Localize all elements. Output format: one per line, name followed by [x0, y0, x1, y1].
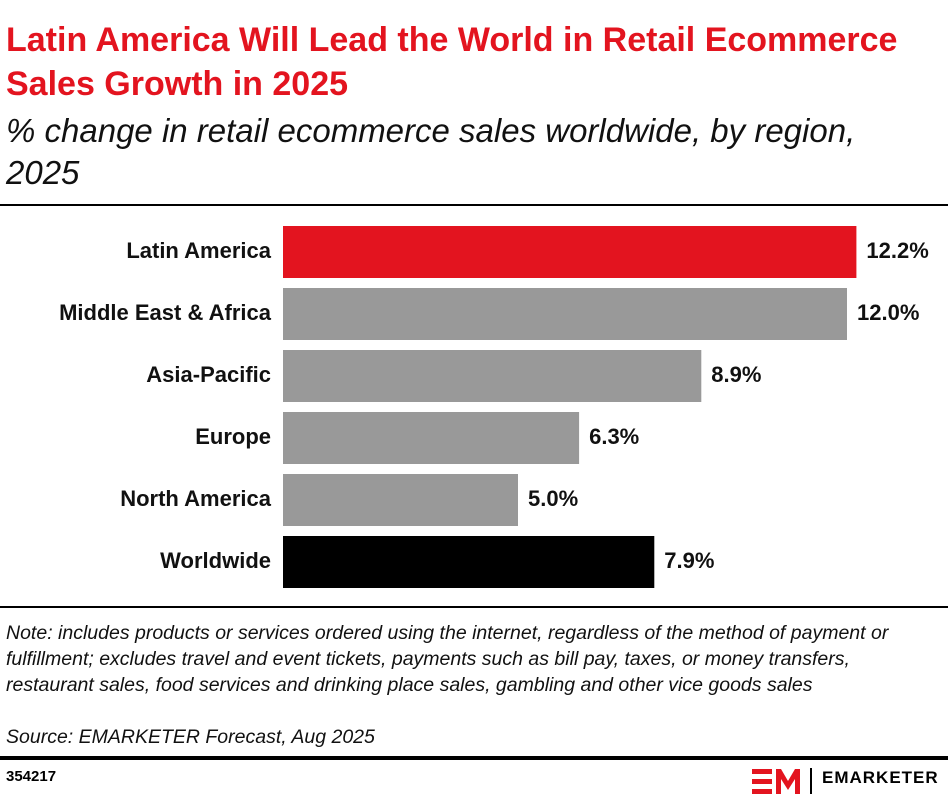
value-label: 6.3% [589, 424, 639, 449]
note: Note: includes products or services orde… [6, 622, 889, 696]
value-label: 8.9% [711, 362, 761, 387]
chart-id: 354217 [6, 768, 57, 785]
category-label: Middle East & Africa [59, 300, 272, 325]
logo-icon [752, 769, 800, 794]
bar [283, 474, 518, 526]
bar [283, 288, 847, 340]
value-label: 12.2% [866, 238, 928, 263]
chart-title: Latin America Will Lead the World in Ret… [6, 21, 898, 103]
brand: EMARKETER [822, 768, 939, 787]
divider [0, 606, 948, 608]
category-label: North America [120, 486, 272, 511]
value-label: 7.9% [664, 548, 714, 573]
bar [283, 412, 580, 464]
value-label: 5.0% [528, 486, 578, 511]
divider [0, 756, 948, 760]
logo-divider [810, 768, 812, 794]
chart-subtitle: % change in retail ecommerce sales world… [6, 112, 856, 191]
value-label: 12.0% [857, 300, 919, 325]
source: Source: EMARKETER Forecast, Aug 2025 [6, 726, 375, 748]
bar [283, 350, 702, 402]
category-label: Latin America [126, 238, 271, 263]
chart: Latin America 12.2% Middle East & Africa 12… [59, 226, 929, 588]
category-label: Asia-Pacific [146, 362, 271, 387]
bar [283, 226, 857, 278]
bar [283, 536, 655, 588]
category-label: Europe [195, 424, 271, 449]
divider [0, 204, 948, 206]
category-label: Worldwide [160, 548, 271, 573]
